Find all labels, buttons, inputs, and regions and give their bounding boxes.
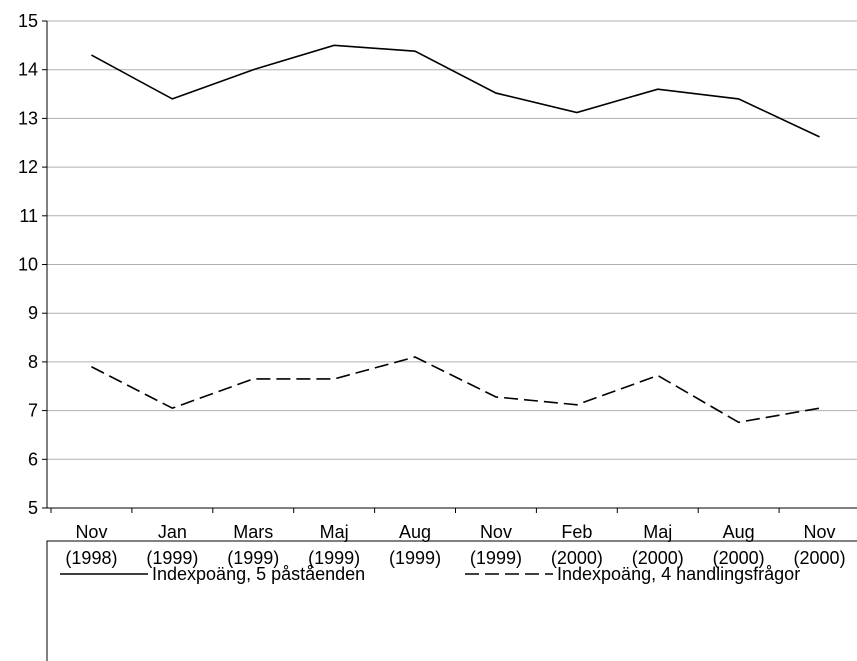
x-tick-label: (1999) (227, 548, 279, 568)
x-tick-label: (1999) (146, 548, 198, 568)
x-tick-label: (1999) (389, 548, 441, 568)
x-tick-label: Nov (804, 522, 836, 542)
x-tick-label: Maj (643, 522, 672, 542)
x-tick-label: (2000) (794, 548, 846, 568)
x-tick-label: (1999) (308, 548, 360, 568)
x-tick-label: Mars (233, 522, 273, 542)
y-tick-label: 6 (28, 449, 38, 469)
x-tick-label: Aug (399, 522, 431, 542)
x-tick-label: (1999) (470, 548, 522, 568)
y-tick-label: 7 (28, 401, 38, 421)
x-tick-label: Nov (480, 522, 512, 542)
x-tick-label: Nov (75, 522, 107, 542)
y-tick-label: 12 (18, 157, 38, 177)
legend-label: Indexpoäng, 5 påståenden (152, 564, 365, 584)
y-tick-label: 8 (28, 352, 38, 372)
line-series (91, 356, 820, 424)
y-tick-label: 15 (18, 11, 38, 31)
y-tick-label: 11 (19, 206, 38, 226)
y-tick-label: 10 (18, 255, 38, 275)
y-tick-label: 5 (28, 498, 38, 518)
x-tick-label: (2000) (551, 548, 603, 568)
y-tick-label: 13 (18, 108, 38, 128)
legend-box (46, 540, 857, 661)
x-tick-label: Maj (320, 522, 349, 542)
x-tick-label: (2000) (632, 548, 684, 568)
y-tick-label: 14 (18, 60, 38, 80)
legend-label: Indexpoäng, 4 handlingsfrågor (557, 564, 800, 584)
y-tick-label: 9 (28, 303, 38, 323)
x-tick-label: (1998) (65, 548, 117, 568)
x-tick-label: Jan (158, 522, 187, 542)
x-tick-label: Aug (723, 522, 755, 542)
x-tick-label: (2000) (713, 548, 765, 568)
line-series (91, 44, 820, 138)
x-tick-label: Feb (561, 522, 592, 542)
